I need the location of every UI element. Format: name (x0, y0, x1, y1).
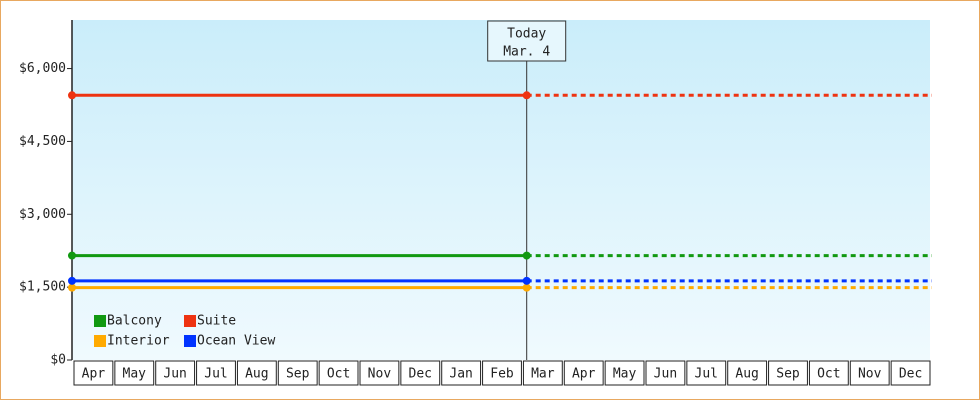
legend-label: Ocean View (197, 334, 275, 349)
x-tick-label: Dec (899, 367, 922, 382)
month-cell (768, 360, 808, 386)
y-tick-label: $4,500 (19, 134, 66, 149)
legend-label: Suite (197, 314, 236, 329)
x-tick-label: Feb (490, 367, 514, 382)
month-cell (849, 360, 890, 386)
x-tick-label: Nov (858, 367, 882, 382)
month-cell (277, 360, 318, 386)
x-tick-label: Aug (245, 367, 268, 382)
month-cell (359, 360, 400, 386)
x-tick-label: Nov (368, 367, 392, 382)
x-tick-label: May (123, 367, 147, 382)
today-label: Today (507, 27, 546, 42)
point (68, 276, 76, 285)
y-tick-label: $6,000 (19, 61, 66, 76)
x-tick-label: Oct (817, 367, 840, 382)
today-date: Mar. 4 (503, 45, 550, 60)
month-cell (114, 360, 155, 386)
legend-swatch (184, 315, 196, 327)
x-tick-label: Aug (735, 367, 758, 382)
month-cell (604, 360, 645, 386)
month-cell (645, 360, 686, 386)
month-cell (522, 360, 563, 386)
legend-swatch (94, 335, 106, 347)
x-tick-label: Jan (449, 367, 472, 382)
x-tick-label: Apr (82, 367, 106, 382)
month-cell (73, 360, 114, 386)
point (522, 283, 531, 292)
point (68, 91, 76, 100)
x-tick-label: Sep (286, 367, 310, 382)
plot-area (72, 20, 930, 360)
legend-label: Interior (107, 334, 170, 349)
month-cell (808, 360, 849, 386)
month-cell (482, 360, 522, 386)
point (68, 251, 76, 260)
legend-label: Balcony (107, 314, 162, 329)
x-tick-label: Sep (776, 367, 800, 382)
month-cell (400, 360, 441, 386)
today-box (487, 20, 567, 62)
x-tick-label: Apr (572, 367, 596, 382)
month-cell (686, 360, 727, 386)
y-tick-label: $0 (50, 353, 66, 368)
month-cell (441, 360, 482, 386)
legend-swatch (94, 315, 106, 327)
point (68, 283, 76, 292)
month-cell (236, 360, 277, 386)
month-cell (155, 360, 196, 386)
month-cell (890, 360, 931, 386)
x-tick-label: Dec (409, 367, 432, 382)
point (522, 251, 531, 260)
x-tick-label: Oct (327, 367, 350, 382)
month-cell (563, 360, 604, 386)
x-tick-label: Jul (204, 367, 227, 382)
legend-swatch (184, 335, 196, 347)
y-tick-label: $1,500 (19, 280, 66, 295)
x-tick-label: May (613, 367, 637, 382)
month-cell (196, 360, 236, 386)
x-tick-label: Jun (163, 367, 186, 382)
x-tick-label: Jun (654, 367, 677, 382)
month-cell (727, 360, 768, 386)
x-tick-label: Mar (531, 367, 555, 382)
x-tick-label: Jul (695, 367, 718, 382)
point (522, 276, 531, 285)
point (522, 91, 531, 100)
month-cell (318, 360, 359, 386)
y-tick-label: $3,000 (19, 207, 66, 222)
